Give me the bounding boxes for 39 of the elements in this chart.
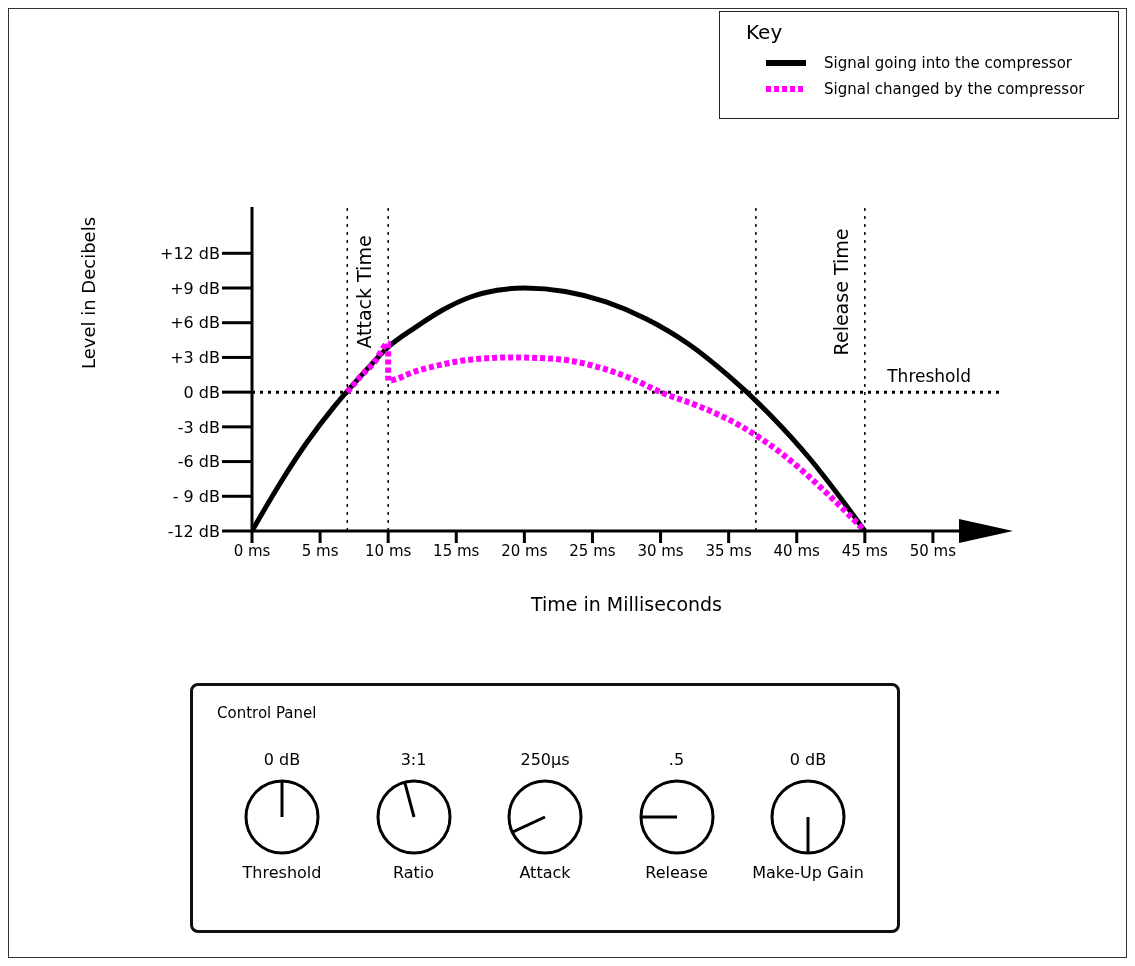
y-tick-label: +12 dB xyxy=(160,243,220,263)
ref-line-label: Threshold xyxy=(886,366,971,387)
text: .5 xyxy=(667,750,686,769)
x-tick-label: 20 ms xyxy=(501,541,548,560)
y-tick-label: +9 dB xyxy=(170,278,220,298)
text: Ratio xyxy=(391,863,436,882)
x-tick-label: 50 ms xyxy=(909,541,957,560)
y-axis-title: Level in Decibels xyxy=(78,216,100,369)
y-tick-label: -3 dB xyxy=(177,417,220,437)
legend-label: Signal changed by the compressor xyxy=(824,80,1085,98)
text: Make-Up Gain xyxy=(751,863,865,882)
text: Release xyxy=(644,863,709,882)
x-axis-title: Time in Milliseconds xyxy=(529,593,723,615)
x-tick-label: 15 ms xyxy=(433,541,480,560)
text: 0 dB xyxy=(262,750,302,769)
x-tick-label: 40 ms xyxy=(773,541,821,560)
y-tick-label: - 9 dB xyxy=(172,486,220,506)
x-tick-label: 45 ms xyxy=(841,541,889,560)
x-tick-label: 25 ms xyxy=(569,541,616,560)
y-tick-label: +3 dB xyxy=(170,348,220,368)
x-tick-label: 0 ms xyxy=(233,541,271,560)
x-tick-label: 5 ms xyxy=(301,541,339,560)
x-tick-label: 30 ms xyxy=(637,541,684,560)
y-tick-label: 0 dB xyxy=(183,382,220,402)
y-tick-label: -6 dB xyxy=(177,452,220,472)
text: Threshold xyxy=(241,863,323,882)
ref-line-label: Release Time xyxy=(829,228,852,356)
legend-title: Key xyxy=(746,20,784,44)
text: 3:1 xyxy=(399,750,428,769)
text: Attack xyxy=(518,863,572,882)
legend-label: Signal going into the compressor xyxy=(824,54,1072,72)
x-tick-label: 35 ms xyxy=(705,541,752,560)
ref-line-label: Attack Time xyxy=(353,235,376,349)
text: Control Panel xyxy=(217,704,318,722)
x-tick-label: 10 ms xyxy=(365,541,412,560)
text: 250µs xyxy=(519,750,571,769)
text: 0 dB xyxy=(788,750,828,769)
y-tick-label: +6 dB xyxy=(170,313,220,333)
y-tick-label: -12 dB xyxy=(167,521,220,541)
